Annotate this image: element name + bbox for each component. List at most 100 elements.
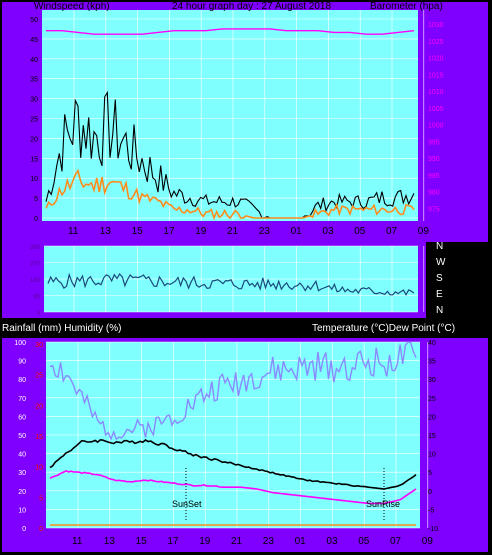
temperature-tick-label: 35: [428, 359, 436, 366]
temperature-tick-label: 40: [428, 340, 436, 347]
wind-hour-label: 13: [100, 226, 112, 237]
barometer-tick-label: 1025: [428, 39, 444, 46]
humidity-tick-label: 50: [18, 433, 26, 440]
temp-hour-label: 11: [72, 536, 83, 547]
temperature-tick-label: 15: [428, 433, 436, 440]
average-speed-line: [45, 168, 415, 221]
humidity-tick-label: 40: [18, 452, 26, 459]
humidity-tick-label: 80: [18, 377, 26, 384]
temperature-tick-label: 10: [428, 452, 436, 459]
wind-hour-label: 01: [291, 226, 303, 237]
barometer-tick-label: 1000: [428, 123, 444, 130]
rain-humidity-axis-title: Rainfall (mm) Humidity (%): [2, 323, 121, 334]
temp-hour-label: 09: [422, 536, 434, 547]
windspeed-tick-label: 0: [34, 216, 38, 223]
temp-hour-label: 13: [104, 536, 116, 547]
rainfall-tick-label: 25: [35, 373, 43, 380]
barometer-tick-label: 1010: [428, 89, 444, 96]
temp-dew-axis-title: Temperature (°C)Dew Point (°C): [312, 323, 455, 334]
temperature-tick-label: 20: [428, 414, 436, 421]
temp-hour-label: 07: [390, 536, 402, 547]
rainfall-tick-label: 5: [39, 495, 43, 502]
windspeed-tick-label: 10: [30, 176, 38, 183]
humidity-tick-label: 100: [14, 340, 26, 347]
barometer-axis-title: Barometer (hpa): [370, 1, 443, 12]
sunrise-label: SunRise: [366, 499, 400, 509]
wind-hour-label: 03: [322, 226, 334, 237]
sunset-label: SunSet: [172, 499, 202, 509]
windspeed-tick-label: 35: [30, 77, 38, 84]
wind-hour-label: 11: [68, 226, 79, 237]
barometer-tick-label: 1015: [428, 72, 444, 79]
wind-hour-label: 15: [132, 226, 144, 237]
humidity-tick-label: 10: [18, 507, 26, 514]
temperature-tick-label: 30: [428, 377, 436, 384]
rainfall-tick-label: 20: [35, 403, 43, 410]
temp-hour-label: 03: [326, 536, 338, 547]
direction-tick-label: 0: [37, 311, 41, 317]
temp-hour-label: 05: [358, 536, 370, 547]
wind-direction-line: [47, 272, 415, 296]
compass-w: W: [436, 257, 446, 268]
wind-hour-label: 19: [195, 226, 207, 237]
temp-hour-label: 19: [199, 536, 211, 547]
barometer-tick-label: 1005: [428, 106, 444, 113]
temperature-tick-label: 5: [428, 470, 432, 477]
humidity-tick-label: 90: [18, 359, 26, 366]
temp-hour-label: 23: [263, 536, 275, 547]
rainfall-tick-label: 10: [35, 465, 43, 472]
windspeed-tick-label: 20: [30, 136, 38, 143]
windspeed-tick-label: 45: [30, 37, 38, 44]
windspeed-tick-label: 15: [30, 156, 38, 163]
temperature-tick-label: 25: [428, 396, 436, 403]
rainfall-tick-label: 30: [35, 342, 43, 349]
temperature-line: [49, 438, 417, 490]
compass-n-top: N: [436, 241, 443, 252]
compass-s: S: [436, 273, 443, 284]
humidity-tick-label: 20: [18, 489, 26, 496]
wind-hour-label: 09: [418, 226, 430, 237]
barometer-line: [46, 28, 415, 35]
barometer-tick-label: 1030: [428, 22, 444, 29]
wind-hour-label: 17: [163, 226, 175, 237]
humidity-tick-label: 70: [18, 396, 26, 403]
graph-title: 24 hour graph day : 27 August 2018: [172, 1, 331, 12]
direction-tick-label: 360: [30, 245, 41, 251]
direction-tick-label: 180: [30, 278, 41, 284]
humidity-tick-label: 0: [22, 526, 26, 533]
dew-point-line: [49, 470, 417, 505]
temperature-tick-label: -5: [428, 507, 434, 514]
barometer-tick-label: 995: [428, 139, 440, 146]
wind-hour-label: 23: [259, 226, 271, 237]
wind-axis-title: Windspeed (kph): [34, 1, 110, 12]
temp-hour-label: 21: [231, 536, 243, 547]
barometer-tick-label: 975: [428, 206, 440, 213]
barometer-tick-label: 1020: [428, 56, 444, 63]
direction-tick-label: 270: [30, 262, 41, 268]
temperature-tick-label: -10: [428, 526, 438, 533]
barometer-tick-label: 985: [428, 173, 440, 180]
humidity-tick-label: 60: [18, 414, 26, 421]
direction-tick-label: 90: [33, 295, 40, 301]
rainfall-tick-label: 0: [39, 526, 43, 533]
windspeed-tick-label: 30: [30, 97, 38, 104]
compass-n-bottom: N: [436, 305, 443, 316]
windspeed-tick-label: 40: [30, 57, 38, 64]
windspeed-tick-label: 50: [30, 17, 38, 24]
humidity-line: [49, 341, 417, 441]
humidity-tick-label: 30: [18, 470, 26, 477]
compass-e: E: [436, 289, 443, 300]
wind-hour-label: 05: [354, 226, 366, 237]
temperature-tick-label: 0: [428, 489, 432, 496]
wind-hour-label: 21: [227, 226, 239, 237]
windspeed-tick-label: 25: [30, 117, 38, 124]
temp-hour-label: 01: [295, 536, 307, 547]
wind-plot-area: [42, 10, 418, 221]
temp-hour-label: 15: [136, 536, 148, 547]
temp-hour-label: 17: [167, 536, 179, 547]
wind-hour-label: 07: [386, 226, 398, 237]
barometer-tick-label: 990: [428, 156, 440, 163]
rainfall-tick-label: 15: [35, 434, 43, 441]
windspeed-tick-label: 5: [34, 196, 38, 203]
